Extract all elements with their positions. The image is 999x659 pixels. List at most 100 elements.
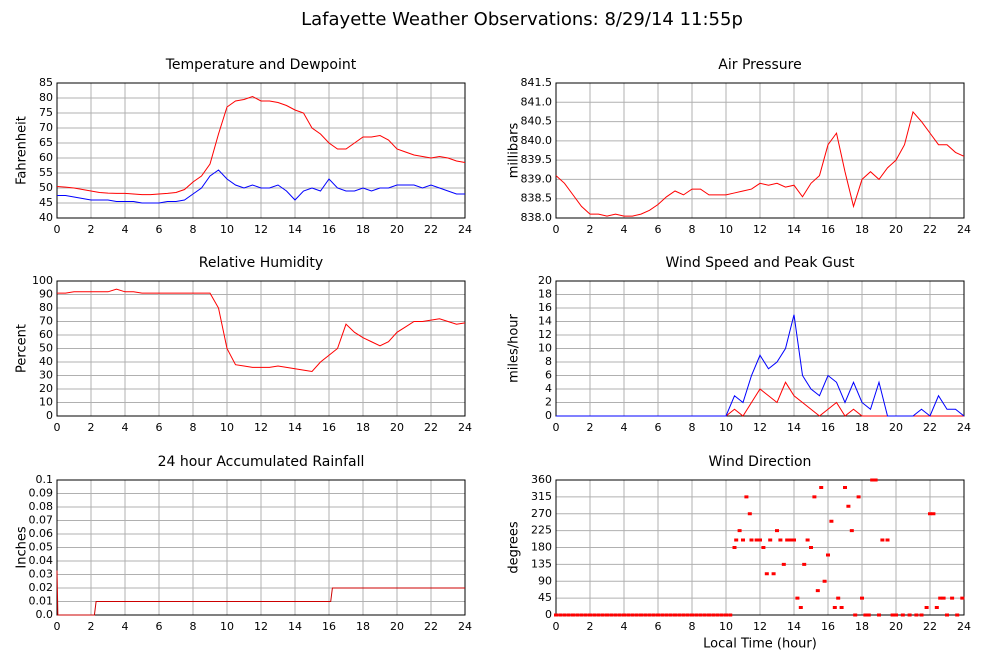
y-tick-label: 839.0 xyxy=(521,172,553,185)
scatter-point xyxy=(890,613,895,617)
scatter-point xyxy=(863,613,868,617)
scatter-point xyxy=(702,613,707,617)
y-tick-label: 40 xyxy=(39,211,53,224)
y-tick-label: 270 xyxy=(531,507,552,520)
scatter-point xyxy=(605,613,609,617)
x-tick-label: 2 xyxy=(587,223,594,236)
x-tick-label: 24 xyxy=(957,620,971,633)
x-tick-label: 14 xyxy=(288,620,302,633)
scatter-point xyxy=(707,613,711,617)
y-tick-label: 8 xyxy=(545,355,552,368)
y-tick-label: 360 xyxy=(531,473,552,486)
x-tick-label: 20 xyxy=(390,223,404,236)
y-tick-label: 100 xyxy=(32,274,53,287)
y-tick-label: 14 xyxy=(538,315,552,328)
scatter-point xyxy=(843,486,847,489)
y-tick-label: 0.07 xyxy=(29,514,54,527)
chart-title: Relative Humidity xyxy=(199,255,323,271)
scatter-point xyxy=(634,613,639,617)
scatter-point xyxy=(931,512,936,516)
scatter-point xyxy=(613,613,618,617)
scatter-point xyxy=(719,613,724,617)
x-tick-label: 14 xyxy=(288,421,302,434)
scatter-point xyxy=(639,613,643,617)
scatter-point xyxy=(737,529,742,533)
x-axis-label: Local Time (hour) xyxy=(703,637,817,652)
y-tick-label: 0.03 xyxy=(29,568,54,581)
x-tick-label: 8 xyxy=(190,421,197,434)
y-axis-label: millibars xyxy=(507,123,522,179)
chart-title: Air Pressure xyxy=(718,57,801,73)
y-tick-label: 60 xyxy=(39,328,53,341)
plot-frame xyxy=(555,82,965,219)
x-tick-label: 6 xyxy=(156,421,163,434)
y-tick-label: 225 xyxy=(531,524,552,537)
scatter-point xyxy=(822,579,827,583)
scatter-point xyxy=(781,562,786,566)
y-axis-label: Inches xyxy=(15,526,30,568)
plot-frame xyxy=(56,280,466,417)
x-tick-label: 12 xyxy=(254,421,268,434)
scatter-point xyxy=(768,538,773,542)
y-tick-label: 80 xyxy=(39,91,53,104)
x-tick-label: 8 xyxy=(689,620,696,633)
scatter-point xyxy=(849,529,854,533)
scatter-point xyxy=(832,606,837,609)
y-tick-label: 75 xyxy=(39,106,53,119)
scatter-point xyxy=(617,613,622,617)
y-tick-label: 70 xyxy=(39,121,53,134)
scatter-point xyxy=(622,613,626,617)
scatter-point xyxy=(596,613,601,617)
y-tick-label: 16 xyxy=(538,301,552,314)
x-tick-label: 0 xyxy=(54,421,61,434)
scatter-point xyxy=(829,519,834,523)
chart-title: Wind Speed and Peak Gust xyxy=(666,255,855,271)
x-tick-label: 10 xyxy=(719,620,733,633)
x-tick-label: 20 xyxy=(889,421,903,434)
x-tick-label: 24 xyxy=(957,223,971,236)
scatter-point xyxy=(812,495,817,499)
x-tick-label: 20 xyxy=(390,620,404,633)
scatter-point xyxy=(592,613,597,617)
y-tick-label: 4 xyxy=(545,382,552,395)
x-tick-label: 16 xyxy=(821,223,835,236)
scatter-point xyxy=(732,546,737,549)
plot-frame xyxy=(56,479,466,616)
scatter-point xyxy=(566,613,571,617)
x-tick-label: 4 xyxy=(621,223,628,236)
x-tick-label: 10 xyxy=(220,223,234,236)
x-tick-label: 14 xyxy=(787,620,801,633)
x-tick-label: 22 xyxy=(923,223,937,236)
y-tick-label: 0.05 xyxy=(29,541,54,554)
scatter-point xyxy=(651,613,656,617)
x-tick-label: 0 xyxy=(54,620,61,633)
x-tick-label: 16 xyxy=(821,620,835,633)
x-tick-label: 16 xyxy=(821,421,835,434)
scatter-point xyxy=(809,546,813,549)
scatter-point xyxy=(928,512,932,516)
x-tick-label: 0 xyxy=(54,223,61,236)
scatter-point xyxy=(600,613,605,617)
x-tick-label: 8 xyxy=(689,223,696,236)
plot-frame xyxy=(555,479,965,616)
y-tick-label: 0.1 xyxy=(36,473,54,486)
y-tick-label: 838.5 xyxy=(521,192,553,205)
line-series xyxy=(56,95,466,196)
y-axis-label: Percent xyxy=(15,324,30,373)
scatter-point xyxy=(934,606,939,609)
scatter-point xyxy=(941,596,946,600)
scatter-point xyxy=(846,504,851,508)
scatter-point xyxy=(819,486,824,489)
y-tick-label: 10 xyxy=(39,396,53,409)
scatter-point xyxy=(575,613,580,617)
x-tick-label: 0 xyxy=(553,223,560,236)
scatter-point xyxy=(747,512,752,516)
scatter-point xyxy=(554,613,558,617)
scatter-point xyxy=(870,478,875,482)
y-tick-label: 12 xyxy=(538,328,552,341)
scatter-point xyxy=(724,613,728,617)
scatter-point xyxy=(900,613,905,617)
y-tick-label: 315 xyxy=(531,490,552,503)
